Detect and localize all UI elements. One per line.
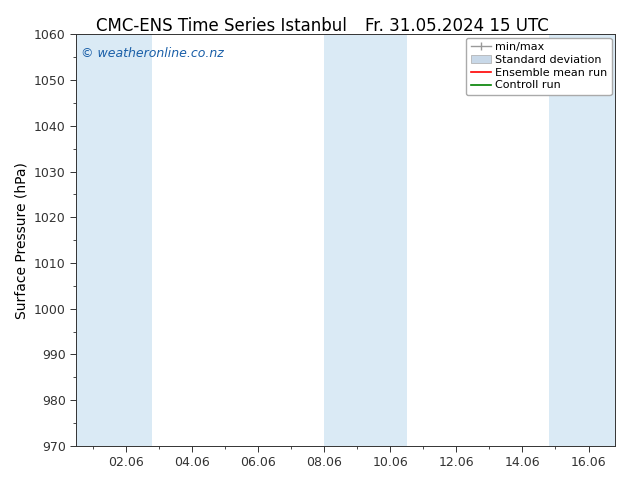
Bar [549,34,615,446]
Y-axis label: Surface Pressure (hPa): Surface Pressure (hPa) [14,162,29,318]
Legend: min/max, Standard deviation, Ensemble mean run, Controll run: min/max, Standard deviation, Ensemble me… [466,38,612,95]
Text: CMC-ENS Time Series Istanbul: CMC-ENS Time Series Istanbul [96,17,347,35]
Text: Fr. 31.05.2024 15 UTC: Fr. 31.05.2024 15 UTC [365,17,548,35]
Text: © weatheronline.co.nz: © weatheronline.co.nz [81,47,224,60]
Bar [76,34,152,446]
Bar [324,34,406,446]
